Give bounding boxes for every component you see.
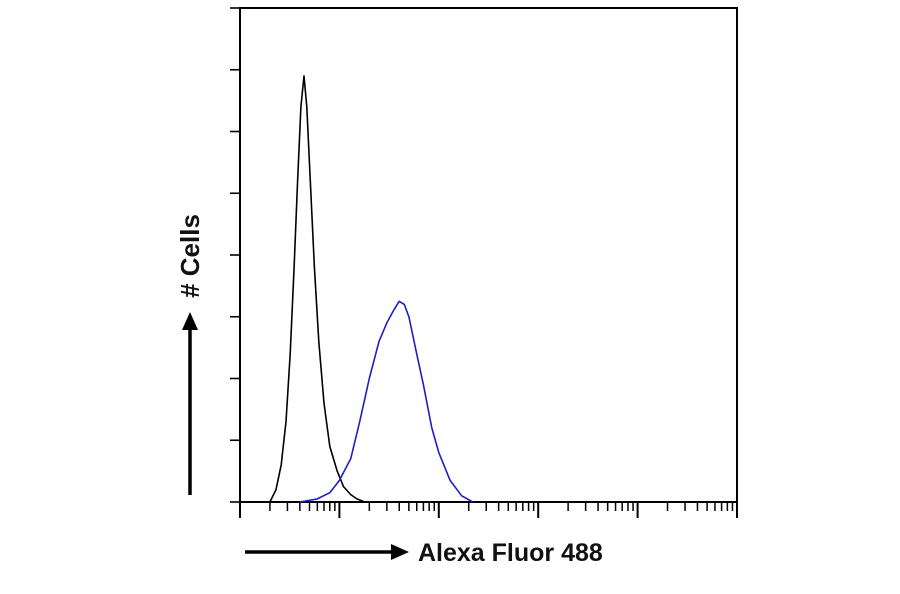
x-axis-ticks [239, 502, 738, 518]
x-axis-label: Alexa Fluor 488 [418, 539, 603, 567]
series-line-1 [269, 75, 366, 503]
y-axis-ticks [230, 7, 240, 503]
y-axis-label: # Cells [175, 214, 205, 298]
series-layer [269, 75, 474, 503]
y-axis-arrow-head [182, 312, 198, 330]
x-axis-arrow-head [391, 544, 409, 560]
series-line-2 [299, 300, 474, 503]
